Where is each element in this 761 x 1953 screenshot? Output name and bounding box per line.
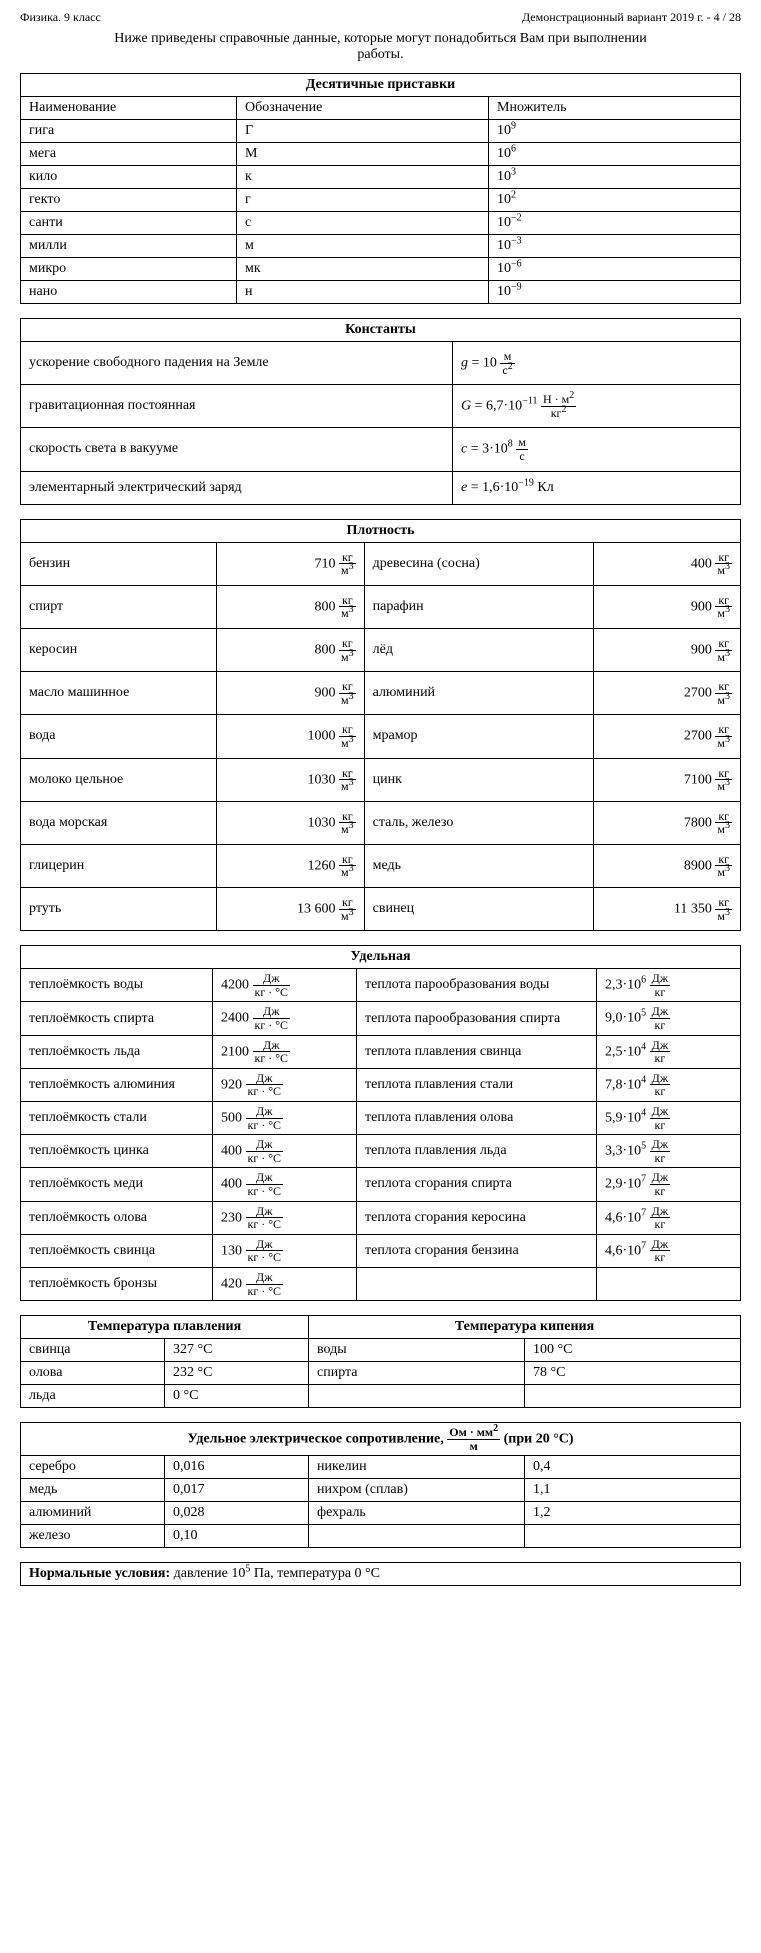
table-row: вода1000 кгм3мрамор2700 кгм3 (21, 715, 741, 758)
table-row: серебро0,016никелин0,4 (21, 1456, 741, 1479)
table-row: масло машинное900 кгм3алюминий2700 кгм3 (21, 672, 741, 715)
temps-table: Температура плавления Температура кипени… (20, 1315, 741, 1408)
table-row: алюминий0,028фехраль1,2 (21, 1502, 741, 1525)
table-row: глицерин1260 кгм3медь8900 кгм3 (21, 844, 741, 887)
normal-table: Нормальные условия: давление 105 Па, тем… (20, 1562, 741, 1586)
prefixes-table: Десятичные приставки Наименование Обозна… (20, 73, 741, 304)
table-row: теплоёмкость цинка400 Джкг · °Степлота п… (21, 1135, 741, 1168)
table-row: элементарный электрический зарядe = 1,6·… (21, 471, 741, 504)
table-row: скорость света в вакуумеc = 3·108 мс (21, 428, 741, 471)
table-row: свинца327 °Своды100 °С (21, 1339, 741, 1362)
table-row: теплоёмкость спирта2400 Джкг · °Степлота… (21, 1002, 741, 1035)
table-row: теплоёмкость стали500 Джкг · °Степлота п… (21, 1102, 741, 1135)
resist-table: Удельное электрическое сопротивление, Ом… (20, 1422, 741, 1548)
table-row: гигаГ109 (21, 120, 741, 143)
resist-title: Удельное электрическое сопротивление, Ом… (21, 1423, 741, 1456)
table-row: сантис10−2 (21, 212, 741, 235)
specific-table: Удельная теплоёмкость воды4200 Джкг · °С… (20, 945, 741, 1301)
table-row: спирт800 кгм3парафин900 кгм3 (21, 585, 741, 628)
boil-title: Температура кипения (309, 1316, 741, 1339)
normal-conditions: Нормальные условия: давление 105 Па, тем… (21, 1563, 741, 1586)
table-row: бензин710 кгм3древесина (сосна)400 кгм3 (21, 542, 741, 585)
table-row: ртуть13 600 кгм3свинец11 350 кгм3 (21, 888, 741, 931)
intro-text: Ниже приведены справочные данные, которы… (101, 31, 661, 63)
table-row: гектог102 (21, 189, 741, 212)
table-row: мегаМ106 (21, 143, 741, 166)
header-left: Физика. 9 класс (20, 10, 101, 25)
table-row: керосин800 кгм3лёд900 кгм3 (21, 628, 741, 671)
table-row: теплоёмкость свинца130 Джкг · °Степлота … (21, 1234, 741, 1267)
table-row: льда0 °С (21, 1385, 741, 1408)
table-row: теплоёмкость бронзы420 Джкг · °С (21, 1267, 741, 1300)
prefixes-head-row: Наименование Обозначение Множитель (21, 97, 741, 120)
table-row: теплоёмкость воды4200 Джкг · °Степлота п… (21, 969, 741, 1002)
table-row: теплоёмкость меди400 Джкг · °Степлота сг… (21, 1168, 741, 1201)
specific-title: Удельная (21, 946, 741, 969)
table-row: микромк10−6 (21, 258, 741, 281)
prefixes-title: Десятичные приставки (21, 74, 741, 97)
table-row: железо0,10 (21, 1525, 741, 1548)
page-header: Физика. 9 класс Демонстрационный вариант… (20, 10, 741, 25)
constants-title: Константы (21, 319, 741, 342)
table-row: олова232 °Сспирта78 °С (21, 1362, 741, 1385)
table-row: нанон10−9 (21, 281, 741, 304)
table-row: молоко цельное1030 кгм3цинк7100 кгм3 (21, 758, 741, 801)
table-row: килок103 (21, 166, 741, 189)
table-row: медь0,017нихром (сплав)1,1 (21, 1479, 741, 1502)
table-row: ускорение свободного падения на Землеg =… (21, 342, 741, 385)
density-title: Плотность (21, 519, 741, 542)
table-row: теплоёмкость алюминия920 Джкг · °Степлот… (21, 1068, 741, 1101)
table-row: вода морская1030 кгм3сталь, железо7800 к… (21, 801, 741, 844)
header-right: Демонстрационный вариант 2019 г. - 4 / 2… (522, 10, 741, 25)
constants-table: Константы ускорение свободного падения н… (20, 318, 741, 505)
density-table: Плотность бензин710 кгм3древесина (сосна… (20, 519, 741, 932)
table-row: теплоёмкость льда2100 Джкг · °Степлота п… (21, 1035, 741, 1068)
melt-title: Температура плавления (21, 1316, 309, 1339)
table-row: миллим10−3 (21, 235, 741, 258)
table-row: теплоёмкость олова230 Джкг · °Степлота с… (21, 1201, 741, 1234)
table-row: гравитационная постояннаяG = 6,7·10−11 Н… (21, 385, 741, 428)
